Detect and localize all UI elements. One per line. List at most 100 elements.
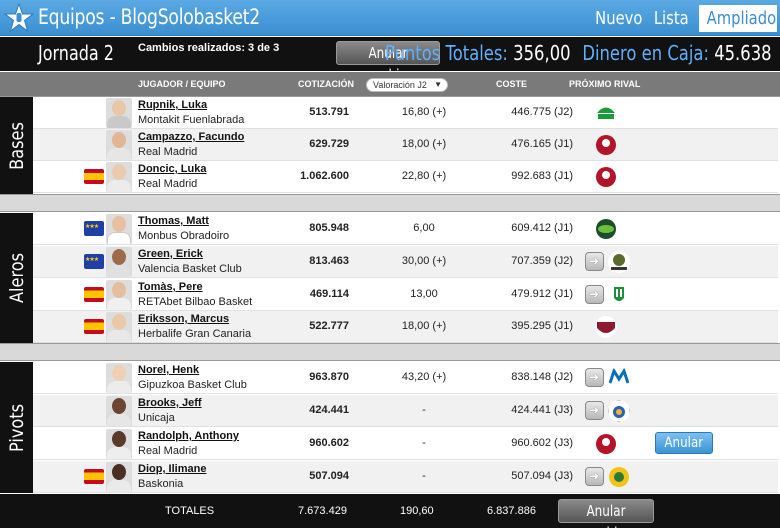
player-cotizacion: 1.062.600 — [300, 170, 349, 182]
murcia-logo-icon[interactable] — [595, 316, 617, 338]
player-name-link[interactable]: Doncic, Luka — [138, 163, 207, 175]
app-title: Equipos - BlogSolobasket2 — [38, 5, 260, 29]
nav-nuevo-button[interactable]: Nuevo — [590, 6, 643, 32]
player-team: Monbus Obradoiro — [138, 230, 230, 242]
swap-arrow-button[interactable] — [585, 252, 604, 271]
baskonia-logo-icon[interactable] — [595, 134, 617, 156]
player-valoracion: 18,00 (+) — [401, 320, 447, 332]
nav-nuevo-label: Nuevo — [595, 8, 643, 29]
betis-logo-icon[interactable] — [608, 284, 630, 306]
swap-arrow-button[interactable] — [585, 467, 604, 486]
swap-arrow-button[interactable] — [585, 285, 604, 304]
section-divider — [0, 194, 780, 212]
player-cotizacion: 507.094 — [309, 470, 349, 482]
player-photo — [106, 280, 132, 310]
player-name-link[interactable]: Campazzo, Facundo — [138, 131, 245, 143]
player-cotizacion: 629.729 — [309, 138, 349, 150]
player-coste: 507.094 (J3) — [511, 470, 573, 482]
baskonia-logo-icon[interactable] — [595, 166, 617, 188]
col-proximo-rival: PRÓXIMO RIVAL — [569, 79, 641, 89]
player-name-link[interactable]: Thomas, Matt — [138, 215, 209, 227]
player-valoracion: 18,00 (+) — [401, 138, 447, 150]
montakit-fuenlabrada-logo-icon[interactable] — [608, 400, 630, 422]
player-cotizacion: 513.791 — [309, 106, 349, 118]
eu-flag-icon — [84, 221, 104, 236]
player-photo — [106, 429, 132, 459]
player-cotizacion: 813.463 — [309, 255, 349, 267]
col-coste: COSTE — [496, 79, 528, 89]
player-valoracion: 16,80 (+) — [401, 106, 447, 118]
player-coste: 476.165 (J1) — [511, 138, 573, 150]
section-divider — [0, 343, 780, 361]
player-coste: 479.912 (J1) — [511, 288, 573, 300]
cambios-realizados: Cambios realizados: 3 de 3 — [138, 42, 280, 54]
player-coste: 609.412 (J1) — [511, 222, 573, 234]
player-coste: 707.359 (J2) — [511, 255, 573, 267]
player-row: Doncic, Luka Real Madrid 1.062.600 22,80… — [33, 161, 778, 193]
section-aleros-label: Aleros — [5, 252, 28, 304]
valoracion-select[interactable]: Valoración J2 ▼ — [366, 78, 448, 92]
top-bar: Equipos - BlogSolobasket2 Nuevo Lista Am… — [0, 0, 780, 36]
player-name-link[interactable]: Tomàs, Pere — [138, 281, 203, 293]
player-photo — [106, 247, 132, 277]
puntos-totales-value: 356,00 — [513, 41, 571, 65]
player-team: Baskonia — [138, 478, 184, 490]
player-coste: 424.441 (J3) — [511, 404, 573, 416]
totales-valoracion: 190,60 — [400, 505, 434, 517]
player-name-link[interactable]: Diop, Ilimane — [138, 463, 207, 475]
baskonia-logo-icon[interactable] — [595, 433, 617, 455]
player-row: Norel, Henk Gipuzkoa Basket Club 963.870… — [33, 362, 778, 394]
ucam-murcia-logo-icon[interactable] — [608, 466, 630, 488]
player-name-link[interactable]: Norel, Henk — [138, 364, 200, 376]
divina-seguros-logo-icon[interactable] — [595, 218, 617, 240]
player-valoracion: 6,00 — [413, 222, 435, 234]
summary-bar: Jornada 2 Cambios realizados: 3 de 3 Anu… — [0, 37, 780, 84]
player-name-link[interactable]: Brooks, Jeff — [138, 397, 202, 409]
anular-cambios-bottom-button[interactable]: Anular cambios — [558, 499, 654, 530]
player-row: Brooks, Jeff Unicaja 424.441 - 424.441 (… — [33, 395, 778, 427]
player-row: Randolph, Anthony Real Madrid 960.602 - … — [33, 428, 778, 460]
totals-summary: Puntos Totales: 356,00 Dinero en Caja: 4… — [385, 41, 772, 65]
player-name-link[interactable]: Randolph, Anthony — [138, 430, 240, 442]
player-valoracion: 13,00 — [410, 288, 438, 300]
anular-change-button[interactable]: Anular — [655, 432, 713, 454]
anular-change-label: Anular — [664, 435, 704, 451]
player-team: Real Madrid — [138, 178, 198, 190]
player-valoracion: - — [422, 437, 426, 449]
col-jugador: JUGADOR / EQUIPO — [138, 79, 226, 89]
player-coste: 838.148 (J2) — [511, 371, 573, 383]
player-name-link[interactable]: Rupnik, Luka — [138, 99, 208, 111]
eu-flag-icon — [84, 254, 104, 269]
player-cotizacion: 424.441 — [309, 404, 349, 416]
dinero-caja-value: 45.638 — [714, 41, 772, 65]
totales-cotizacion: 7.673.429 — [298, 505, 347, 517]
player-coste: 395.295 (J1) — [511, 320, 573, 332]
player-coste: 960.602 (J3) — [511, 437, 573, 449]
totals-footer: TOTALES 7.673.429 190,60 6.837.886 Anula… — [0, 494, 780, 530]
player-team: Gipuzkoa Basket Club — [138, 379, 247, 391]
totales-coste: 6.837.886 — [487, 505, 536, 517]
estudiantes-logo-icon[interactable] — [608, 367, 630, 389]
player-team: Unicaja — [138, 412, 175, 424]
player-team: Real Madrid — [138, 146, 198, 158]
player-coste: 992.683 (J1) — [511, 170, 573, 182]
player-photo — [106, 396, 132, 426]
player-photo — [106, 363, 132, 393]
totales-label: TOTALES — [165, 505, 215, 517]
nav-lista-button[interactable]: Lista — [650, 6, 692, 32]
nav-ampliado-button[interactable]: Ampliado — [699, 5, 777, 32]
unicaja-logo-icon[interactable] — [595, 102, 617, 124]
player-coste: 446.775 (J2) — [511, 106, 573, 118]
nav-ampliado-label: Ampliado — [706, 8, 777, 29]
swap-arrow-button[interactable] — [585, 401, 604, 420]
player-name-link[interactable]: Green, Erick — [138, 248, 203, 260]
swap-arrow-button[interactable] — [585, 368, 604, 387]
player-row: Eriksson, Marcus Herbalife Gran Canaria … — [33, 311, 778, 343]
iberostar-tenerife-logo-icon[interactable] — [608, 251, 630, 273]
player-team: Real Madrid — [138, 445, 198, 457]
player-row: Tomàs, Pere RETAbet Bilbao Basket 469.11… — [33, 279, 778, 311]
player-cotizacion: 469.114 — [309, 288, 349, 300]
player-photo — [106, 130, 132, 160]
player-name-link[interactable]: Eriksson, Marcus — [138, 313, 230, 325]
section-pivots: Pivots — [0, 362, 33, 493]
